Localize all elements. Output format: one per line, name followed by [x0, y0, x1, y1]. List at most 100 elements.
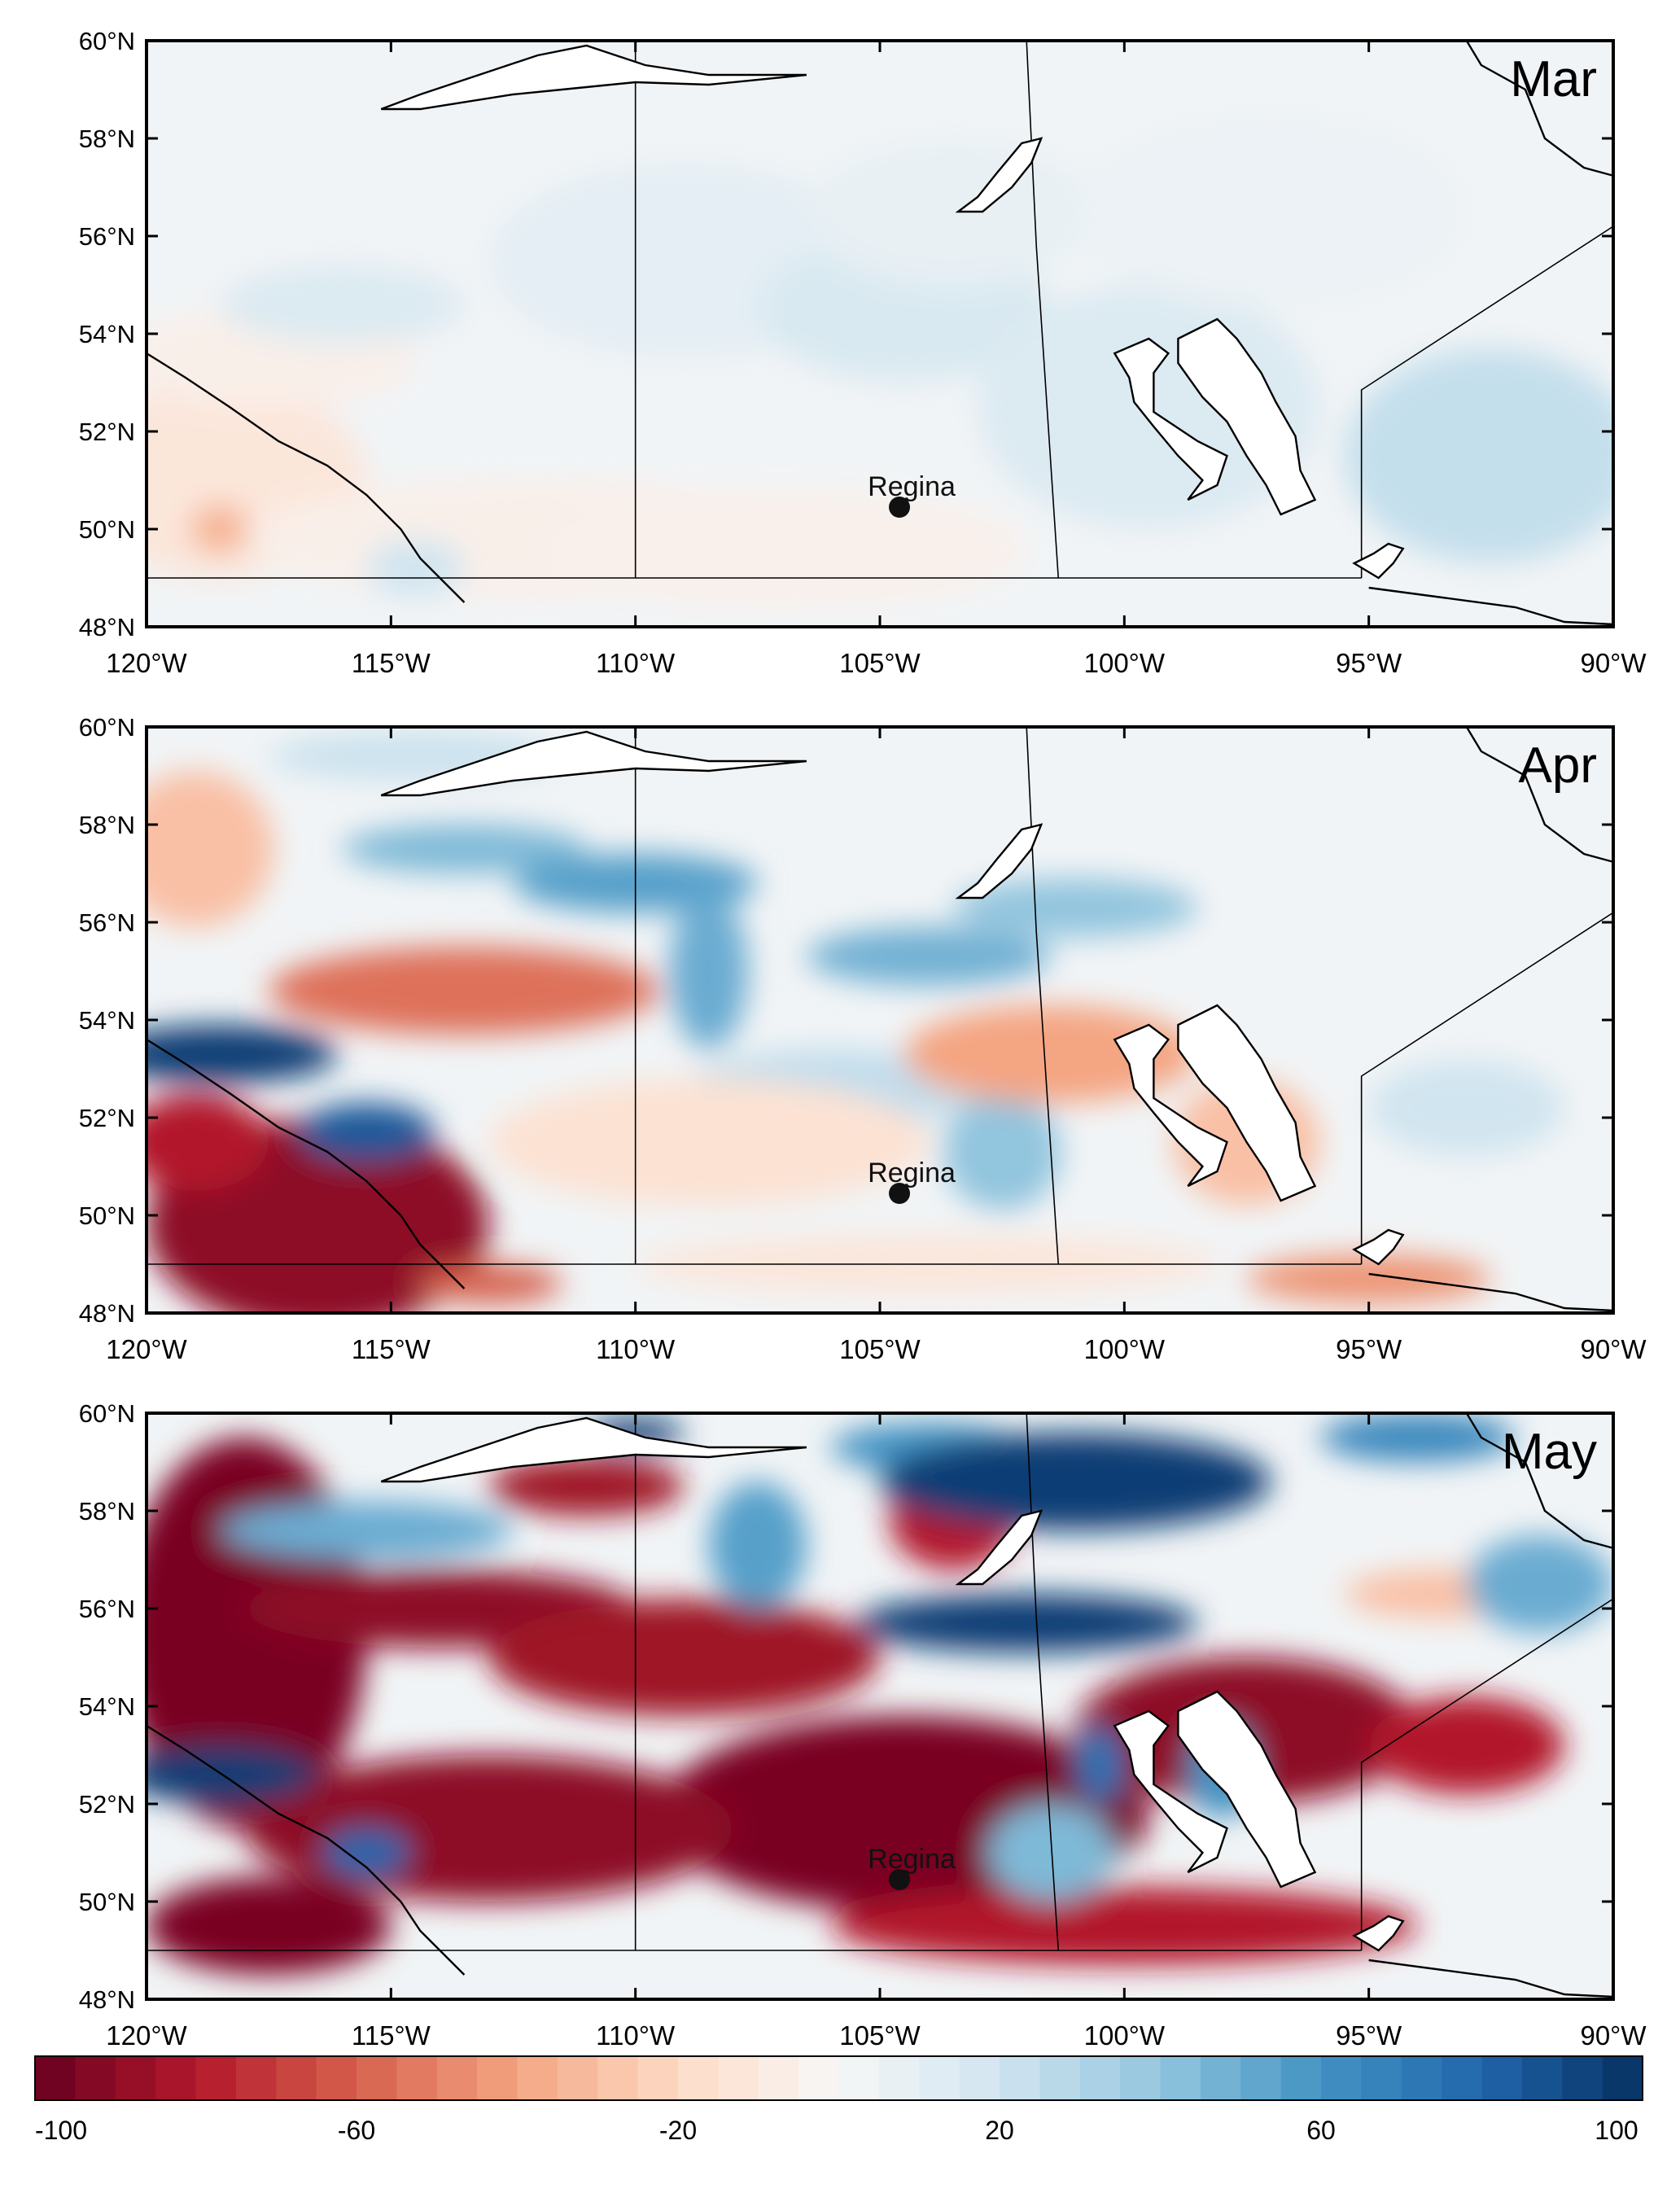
colorbar-bin	[637, 2056, 679, 2100]
map-lines	[147, 41, 1613, 626]
anomaly-blob	[880, 1433, 1271, 1530]
provincial-border	[1360, 225, 1613, 578]
anomaly-blob	[855, 1594, 1198, 1652]
anomaly-blob	[147, 1093, 269, 1191]
colorbar-bin	[1321, 2056, 1362, 2100]
colorbar-tick-label: 20	[985, 2116, 1014, 2145]
anomaly-blob	[669, 893, 748, 1049]
city-label: Regina	[868, 1158, 956, 1188]
lon-tick-label: 105°W	[839, 1334, 921, 1364]
colorbar-tick-label: -60	[338, 2116, 375, 2145]
colorbar-bin	[758, 2056, 799, 2100]
anomaly-blob	[1075, 114, 1467, 309]
lon-tick-label: 115°W	[352, 648, 431, 678]
colorbar-bin	[1079, 2056, 1121, 2100]
colorbar-bin	[155, 2056, 197, 2100]
colorbar-bin	[316, 2056, 357, 2100]
lake-outline	[1177, 1690, 1317, 1889]
lat-tick-label: 52°N	[79, 418, 135, 446]
city-label: Regina	[868, 1844, 956, 1875]
anomaly-blob	[220, 1501, 514, 1560]
anomaly-blob	[1344, 348, 1613, 563]
lake-outline	[380, 44, 807, 111]
anomaly-blob	[190, 505, 250, 554]
colorbar-bin	[517, 2056, 558, 2100]
anomaly-blob	[269, 947, 660, 1035]
lat-tick-label: 54°N	[79, 1006, 135, 1035]
lake-outline	[955, 823, 1043, 899]
anomaly-blob	[1246, 1254, 1491, 1303]
coastline	[1465, 41, 1613, 177]
city-marker	[889, 497, 911, 518]
lon-tick-label: 110°W	[596, 1334, 676, 1364]
coastline	[1465, 727, 1613, 864]
lon-tick-label: 100°W	[1084, 648, 1166, 678]
colorbar-bin	[396, 2056, 438, 2100]
lon-tick-label: 95°W	[1336, 648, 1402, 678]
anomaly-blob	[147, 1025, 338, 1083]
colorbar-bin	[878, 2056, 920, 2100]
lake-outline	[1113, 337, 1228, 501]
colorbar-tick-label: 60	[1306, 2116, 1336, 2145]
lake-outline	[1352, 1915, 1405, 1952]
colorbar-bin	[919, 2056, 960, 2100]
lon-tick-label: 90°W	[1580, 648, 1647, 678]
colorbar-bin	[35, 2056, 76, 2100]
lon-tick-label: 100°W	[1084, 2020, 1166, 2051]
colorbar-bin	[1401, 2056, 1442, 2100]
lon-tick-label: 110°W	[596, 648, 676, 678]
lake-outline	[380, 1416, 807, 1483]
colorbar-tick-label: 100	[1595, 2116, 1638, 2145]
anomaly-blob	[220, 265, 465, 344]
colorbar-bin	[1200, 2056, 1241, 2100]
map-lines	[147, 1413, 1613, 1998]
colorbar-bin	[1280, 2056, 1322, 2100]
lat-tick-label: 48°N	[79, 1985, 135, 2014]
colorbar-bin	[1481, 2056, 1523, 2100]
anomaly-blob	[1075, 1726, 1125, 1804]
colorbar-bin	[115, 2056, 156, 2100]
anomaly-blob	[830, 1887, 1418, 1965]
colorbar-bin	[1562, 2056, 1603, 2100]
lat-tick-label: 52°N	[79, 1790, 135, 1819]
lake-outline	[955, 137, 1043, 213]
colorbar-tick-label: -100	[35, 2116, 87, 2145]
month-label: Apr	[1519, 738, 1597, 794]
colorbar-bin	[477, 2056, 518, 2100]
colorbar-bin	[1521, 2056, 1563, 2100]
coastline	[1368, 1959, 1613, 1998]
lake-outline	[1113, 1709, 1228, 1874]
map-panel-apr: 48°N 50°N 52°N 54°N 56°N 58°N 60°N 120°W 115°W 11…	[79, 713, 1647, 1364]
colorbar-frame	[34, 2055, 1643, 2101]
colorbar-bin	[678, 2056, 719, 2100]
city-marker	[889, 1183, 911, 1204]
lake-outline	[955, 1509, 1043, 1586]
lon-tick-label: 120°W	[106, 2020, 187, 2051]
lat-tick-label: 52°N	[79, 1104, 135, 1132]
lat-tick-label: 56°N	[79, 1595, 135, 1623]
anomaly-blob	[488, 1079, 930, 1206]
anomaly-blob	[1319, 1413, 1516, 1462]
lat-tick-label: 58°N	[79, 1497, 135, 1525]
lake-outline	[1177, 1004, 1317, 1202]
anomaly-field	[147, 1413, 1613, 1975]
lat-tick-label: 50°N	[79, 1888, 135, 1916]
colorbar-bin	[436, 2056, 478, 2100]
lat-tick-label: 54°N	[79, 1692, 135, 1721]
colorbar-bin	[1602, 2056, 1643, 2100]
anomaly-blob	[342, 825, 587, 873]
colorbar-bin	[357, 2056, 397, 2100]
lat-tick-label: 58°N	[79, 811, 135, 839]
colorbar-bin	[235, 2056, 277, 2100]
map-panel-mar: 48°N 50°N 52°N 54°N 56°N 58°N 60°N 120°W 115°W 11…	[79, 27, 1647, 678]
lon-tick-label: 95°W	[1336, 2020, 1402, 2051]
coastline	[1368, 1272, 1613, 1312]
lon-tick-label: 110°W	[596, 2020, 676, 2051]
anomaly-blob	[147, 1745, 318, 1804]
anomaly-blob	[244, 1755, 733, 1902]
lake-outline	[1113, 1023, 1228, 1188]
colorbar-bin	[718, 2056, 759, 2100]
colorbar-bin	[276, 2056, 317, 2100]
lake-outline	[380, 730, 807, 797]
